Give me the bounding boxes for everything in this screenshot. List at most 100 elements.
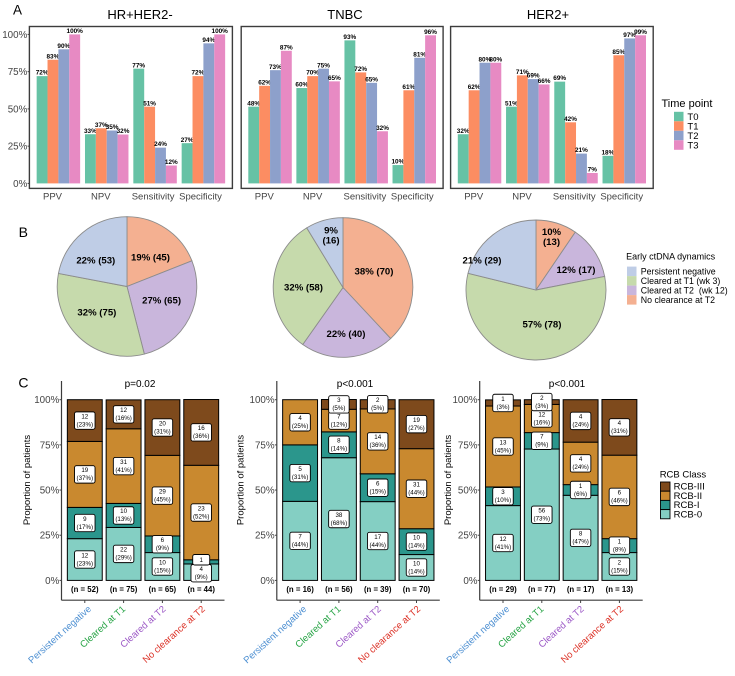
svg-text:19% (45): 19% (45) xyxy=(131,252,170,263)
svg-text:100%: 100% xyxy=(67,28,84,35)
svg-text:(n = 52): (n = 52) xyxy=(71,585,99,594)
svg-text:(44%): (44%) xyxy=(369,542,386,549)
svg-text:(17%): (17%) xyxy=(77,524,94,531)
svg-text:17: 17 xyxy=(374,534,381,541)
svg-text:25%: 25% xyxy=(8,142,28,153)
svg-text:72%: 72% xyxy=(36,70,49,77)
svg-text:6: 6 xyxy=(161,537,165,544)
svg-text:66%: 66% xyxy=(538,78,551,85)
svg-text:Sensitivity: Sensitivity xyxy=(132,192,175,203)
svg-text:HER2+: HER2+ xyxy=(527,7,569,22)
svg-text:51%: 51% xyxy=(143,100,156,107)
svg-text:62%: 62% xyxy=(258,79,271,86)
svg-text:(6%): (6%) xyxy=(574,491,587,498)
svg-text:(15%): (15%) xyxy=(369,489,386,496)
svg-text:(44%): (44%) xyxy=(292,542,309,549)
svg-text:(5%): (5%) xyxy=(332,405,345,412)
svg-text:10%: 10% xyxy=(392,159,405,166)
svg-text:(23%): (23%) xyxy=(77,560,94,567)
svg-text:p<0.001: p<0.001 xyxy=(549,379,586,390)
svg-text:RCB-I: RCB-I xyxy=(674,500,700,511)
svg-text:38: 38 xyxy=(335,512,342,519)
svg-text:C: C xyxy=(18,374,28,390)
svg-text:1: 1 xyxy=(618,538,622,545)
svg-text:27%: 27% xyxy=(181,137,194,144)
svg-text:(10%): (10%) xyxy=(495,497,512,504)
svg-text:p<0.001: p<0.001 xyxy=(337,379,374,390)
svg-text:50%: 50% xyxy=(458,485,478,496)
svg-text:65%: 65% xyxy=(365,76,378,83)
svg-text:12% (17): 12% (17) xyxy=(557,265,596,276)
svg-text:(44%): (44%) xyxy=(408,490,425,497)
svg-text:(41%): (41%) xyxy=(115,467,132,474)
svg-text:(27%): (27%) xyxy=(408,425,425,432)
svg-text:25%: 25% xyxy=(40,531,60,542)
svg-text:(n = 44): (n = 44) xyxy=(187,585,215,594)
svg-text:(n = 17): (n = 17) xyxy=(567,585,595,594)
svg-text:(47%): (47%) xyxy=(572,539,589,546)
svg-text:12: 12 xyxy=(538,411,545,418)
svg-text:12: 12 xyxy=(81,413,88,420)
svg-text:(n = 13): (n = 13) xyxy=(606,585,634,594)
svg-text:75%: 75% xyxy=(40,440,60,451)
svg-text:(8%): (8%) xyxy=(613,546,626,553)
svg-text:93%: 93% xyxy=(343,34,356,41)
svg-text:(31%): (31%) xyxy=(154,428,171,435)
svg-text:32% (58): 32% (58) xyxy=(284,283,323,294)
svg-text:(13%): (13%) xyxy=(115,516,132,523)
svg-text:16: 16 xyxy=(198,425,205,432)
svg-text:75%: 75% xyxy=(458,440,478,451)
svg-text:4: 4 xyxy=(618,420,622,427)
svg-text:(14%): (14%) xyxy=(408,568,425,575)
svg-text:(46%): (46%) xyxy=(611,498,628,505)
svg-text:(15%): (15%) xyxy=(611,567,628,574)
svg-text:61%: 61% xyxy=(402,84,415,91)
svg-text:(24%): (24%) xyxy=(572,464,589,471)
svg-text:70%: 70% xyxy=(306,70,319,77)
svg-text:2: 2 xyxy=(618,559,622,566)
svg-text:(24%): (24%) xyxy=(572,422,589,429)
svg-text:24%: 24% xyxy=(154,141,167,148)
svg-text:(15%): (15%) xyxy=(154,567,171,574)
svg-text:4: 4 xyxy=(298,415,302,422)
svg-text:10: 10 xyxy=(159,559,166,566)
svg-text:6: 6 xyxy=(618,490,622,497)
svg-text:12: 12 xyxy=(120,407,127,414)
svg-text:3: 3 xyxy=(337,397,341,404)
svg-text:Persistent negative: Persistent negative xyxy=(641,266,716,276)
svg-text:10: 10 xyxy=(120,508,127,515)
svg-text:(16%): (16%) xyxy=(115,415,132,422)
svg-text:(12%): (12%) xyxy=(331,421,348,428)
svg-text:(36%): (36%) xyxy=(193,433,210,440)
svg-text:T0: T0 xyxy=(687,112,698,123)
svg-text:97%: 97% xyxy=(623,32,636,39)
svg-text:Time point: Time point xyxy=(662,98,713,110)
svg-text:80%: 80% xyxy=(479,56,492,63)
svg-text:65%: 65% xyxy=(328,75,341,82)
svg-text:Specificity: Specificity xyxy=(391,192,434,203)
svg-text:(n = 77): (n = 77) xyxy=(528,585,556,594)
svg-text:32%: 32% xyxy=(457,128,470,135)
svg-text:(23%): (23%) xyxy=(77,421,94,428)
svg-text:Cleared at T1 (wk 3): Cleared at T1 (wk 3) xyxy=(641,276,721,286)
svg-text:32%: 32% xyxy=(117,128,130,135)
svg-text:NPV: NPV xyxy=(303,192,323,203)
svg-text:75%: 75% xyxy=(255,440,275,451)
svg-text:(n = 29): (n = 29) xyxy=(489,585,517,594)
svg-text:Proportion of patients: Proportion of patients xyxy=(22,435,33,526)
svg-text:69%: 69% xyxy=(527,73,540,80)
svg-text:(n = 39): (n = 39) xyxy=(364,585,392,594)
svg-text:75%: 75% xyxy=(317,62,330,69)
svg-text:19: 19 xyxy=(413,417,420,424)
svg-text:72%: 72% xyxy=(192,70,205,77)
svg-text:7: 7 xyxy=(337,413,341,420)
svg-text:Specificity: Specificity xyxy=(179,192,222,203)
svg-text:12%: 12% xyxy=(165,159,178,166)
svg-text:(73%): (73%) xyxy=(534,516,551,523)
svg-text:Sensitivity: Sensitivity xyxy=(553,192,596,203)
svg-text:(31%): (31%) xyxy=(292,474,309,481)
svg-text:83%: 83% xyxy=(47,53,60,60)
svg-text:(29%): (29%) xyxy=(115,555,132,562)
svg-text:(31%): (31%) xyxy=(611,428,628,435)
svg-text:21% (29): 21% (29) xyxy=(463,256,502,267)
